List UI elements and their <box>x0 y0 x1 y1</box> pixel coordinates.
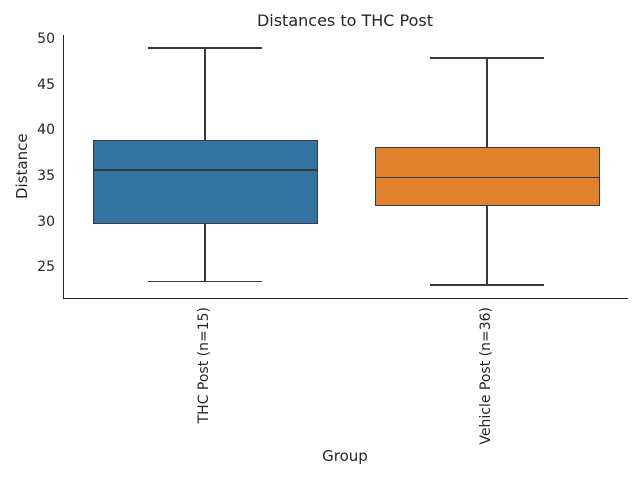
whisker-cap-top-thc-post-n-15 <box>148 46 262 49</box>
y-tick-label: 35 <box>37 168 55 185</box>
whisker-cap-bottom-vehicle-post-n-36 <box>430 284 544 287</box>
median-thc-post-n-15 <box>92 169 318 172</box>
y-tick-label: 30 <box>37 213 55 230</box>
box-vehicle-post-n-36 <box>374 147 600 206</box>
box-thc-post-n-15 <box>92 140 318 225</box>
chart-title: Distances to THC Post <box>256 11 434 30</box>
whisker-lower-thc-post-n-15 <box>204 224 206 282</box>
whisker-upper-thc-post-n-15 <box>204 47 206 140</box>
y-tick-label: 50 <box>37 31 55 48</box>
whisker-upper-vehicle-post-n-36 <box>486 57 488 148</box>
y-tick-label: 40 <box>37 122 55 139</box>
whisker-cap-bottom-thc-post-n-15 <box>148 280 262 283</box>
x-axis-label: Group <box>322 447 368 465</box>
median-vehicle-post-n-36 <box>374 176 600 179</box>
whisker-lower-vehicle-post-n-36 <box>486 205 488 286</box>
x-tick-label: THC Post (n=15) <box>195 307 212 424</box>
whisker-cap-top-vehicle-post-n-36 <box>430 56 544 59</box>
y-tick-label: 45 <box>37 76 55 93</box>
x-tick-label: Vehicle Post (n=36) <box>477 307 494 445</box>
plot-area <box>63 35 628 299</box>
y-tick-label: 25 <box>37 259 55 276</box>
